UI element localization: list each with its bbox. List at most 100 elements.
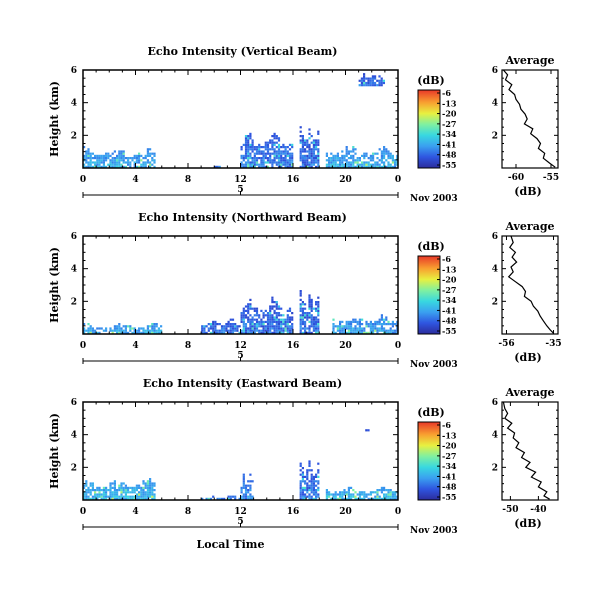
echo-cell [376, 163, 379, 166]
echo-cell [378, 329, 381, 332]
echo-cell [306, 165, 309, 168]
echo-cell [242, 318, 245, 321]
x-tick-label: 4 [132, 341, 138, 351]
echo-cell [269, 312, 272, 315]
echo-cell [308, 316, 311, 319]
echo-cell [96, 493, 99, 496]
echo-cell [146, 327, 149, 330]
echo-cell [277, 323, 281, 326]
x-tick-label: 0 [80, 175, 86, 185]
echo-cell [343, 325, 346, 328]
echo-cell [275, 327, 278, 330]
echo-cell [304, 331, 307, 334]
echo-cell [91, 489, 94, 492]
echo-cell [122, 150, 125, 153]
echo-cell [209, 323, 213, 326]
echo-cell [135, 489, 138, 492]
echo-cell [341, 165, 344, 168]
echo-cell [372, 154, 375, 157]
echo-cell [336, 159, 339, 162]
echo-cell [142, 480, 145, 483]
echo-cell [389, 327, 392, 330]
echo-cell [304, 150, 307, 153]
echo-cell [317, 495, 320, 498]
echo-cell [109, 482, 112, 485]
echo-cell [247, 141, 250, 144]
echo-cell [365, 165, 368, 168]
echo-cell [389, 323, 392, 326]
echo-cell [345, 146, 348, 149]
echo-cell [350, 497, 353, 500]
echo-cell [258, 325, 261, 328]
echo-cell [378, 84, 381, 87]
echo-cell [146, 159, 149, 162]
echo-cell [299, 303, 302, 306]
echo-cell [262, 314, 265, 317]
echo-cell [138, 159, 141, 162]
echo-cell [383, 165, 386, 168]
echo-cell [383, 486, 386, 489]
echo-cell [350, 495, 353, 498]
echo-cell [83, 165, 86, 168]
profile-x-tick-label: -60 [508, 173, 524, 183]
echo-cell [238, 325, 241, 328]
echo-cell [317, 309, 320, 312]
echo-cell [266, 320, 270, 323]
echo-cell [249, 331, 252, 334]
echo-cell [284, 325, 287, 328]
echo-cell [264, 309, 267, 312]
echo-cell [317, 486, 320, 489]
echo-cell [391, 157, 394, 160]
echo-cell [111, 495, 114, 498]
echo-cell [118, 157, 121, 160]
echo-cell [299, 331, 302, 334]
echo-cell [153, 329, 156, 332]
echo-cell [242, 314, 245, 317]
echo-cell [332, 163, 335, 166]
echo-cell [376, 331, 379, 334]
echo-cell [111, 482, 114, 485]
echo-cell [133, 165, 136, 168]
echo-cell [262, 161, 265, 164]
x-tick-label: 8 [185, 507, 191, 517]
echo-cell [153, 495, 156, 498]
echo-cell [247, 480, 250, 483]
echo-cell [308, 497, 311, 500]
echo-cell [352, 157, 355, 160]
echo-cell [120, 157, 123, 160]
x-tick-label: 0 [80, 341, 86, 351]
echo-cell [387, 150, 390, 153]
echo-cell [374, 77, 377, 80]
echo-cell [153, 159, 156, 162]
echo-cell [363, 157, 366, 160]
echo-cell [255, 148, 259, 151]
echo-cell [380, 154, 383, 157]
echo-cell [332, 318, 335, 321]
echo-cell [383, 489, 386, 492]
echo-cell [299, 165, 302, 168]
echo-cell [308, 294, 311, 297]
echo-cell [153, 489, 156, 492]
echo-cell [247, 329, 250, 332]
echo-cell [262, 316, 265, 319]
profile-y-tick-label: 4 [492, 99, 498, 109]
echo-cell [334, 163, 337, 166]
echo-cell [286, 154, 289, 157]
echo-cell [339, 157, 342, 160]
echo-cell [149, 329, 152, 332]
echo-cell [131, 495, 134, 498]
echo-cell [350, 165, 353, 168]
echo-cell [85, 329, 88, 332]
profile-line [502, 401, 550, 500]
echo-cell [330, 493, 333, 496]
x-tick-label: 16 [287, 175, 300, 185]
echo-cell [301, 309, 304, 312]
echo-cell [341, 497, 344, 500]
echo-cell [247, 307, 250, 310]
echo-cell [312, 489, 315, 492]
echo-cell [369, 331, 372, 334]
echo-cell [212, 495, 215, 498]
echo-cell [100, 489, 103, 492]
echo-cell [113, 150, 116, 153]
echo-cell [317, 132, 320, 135]
